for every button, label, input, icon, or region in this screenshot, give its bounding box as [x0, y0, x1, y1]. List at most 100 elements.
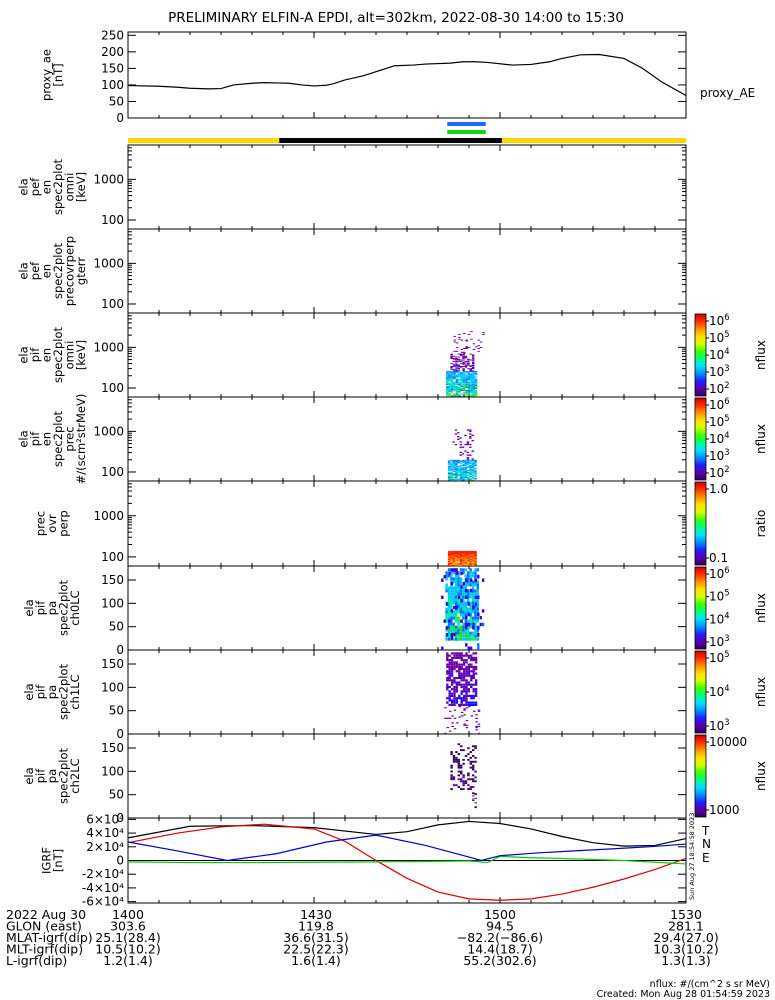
- spec-cell: [467, 358, 470, 360]
- spec-cell: [469, 552, 472, 554]
- y-tick-label: 50: [109, 94, 124, 108]
- spec-cell: [462, 631, 465, 635]
- spec-cell: [450, 613, 453, 617]
- y-tick-label: 100: [101, 213, 124, 227]
- spec-cell: [459, 471, 463, 473]
- spec-cell: [455, 560, 458, 561]
- spec-cell: [447, 560, 451, 562]
- spec-cell: [446, 394, 449, 396]
- spec-cell: [467, 477, 470, 479]
- spec-cell: [471, 561, 475, 563]
- spec-cell: [471, 557, 475, 559]
- spec-cell: [464, 561, 468, 563]
- spec-cell: [469, 555, 472, 557]
- spec-cell: [452, 553, 456, 555]
- spec-cell: [467, 577, 470, 581]
- ylabel-line: en: [39, 348, 53, 362]
- spec-cell: [450, 477, 453, 479]
- ylabel-line: ovr: [45, 514, 59, 533]
- spec-cell: [465, 720, 469, 722]
- spec-cell: [447, 568, 451, 572]
- spec-cell: [465, 384, 468, 386]
- spec-cell: [464, 443, 467, 446]
- spec-cell: [446, 688, 449, 691]
- spec-cell: [474, 701, 478, 704]
- spec-cell: [450, 389, 454, 391]
- spec-cell: [452, 459, 456, 461]
- spec-cell: [446, 670, 449, 673]
- spec-cell: [457, 601, 460, 605]
- colorbar-pif_pa_ch1: [694, 650, 707, 734]
- spec-cell: [450, 378, 454, 380]
- spec-cell: [449, 710, 452, 712]
- spec-cell: [460, 375, 463, 377]
- spec-cell: [460, 679, 463, 682]
- spec-cell: [472, 366, 475, 368]
- spec-cell: [462, 604, 465, 608]
- spec-cell: [457, 356, 460, 358]
- spec-cell: [471, 466, 475, 468]
- spec-cell: [451, 722, 454, 724]
- spec-cell: [472, 349, 476, 350]
- spec-cell: [470, 379, 473, 381]
- ephemeris-value: 1.3(1.3): [661, 953, 711, 968]
- spec-cell: [457, 564, 460, 566]
- spec-cell: [465, 339, 468, 341]
- spec-cell: [460, 385, 463, 387]
- spec-cell: [477, 575, 480, 579]
- spec-cell: [448, 373, 451, 375]
- spec-cell: [477, 710, 481, 712]
- spec-cell: [447, 555, 451, 557]
- igrf-line-E: [127, 855, 687, 865]
- spec-cell: [472, 389, 475, 391]
- spec-cell: [464, 476, 468, 478]
- spec-cell: [474, 395, 478, 397]
- spec-cell: [467, 646, 470, 650]
- spec-cell: [460, 374, 463, 376]
- spec-cell: [452, 622, 455, 626]
- spec-cell: [452, 558, 456, 560]
- spec-cell: [450, 764, 453, 767]
- spec-cell: [457, 571, 460, 575]
- spec-cell: [466, 429, 470, 431]
- spec-cell: [459, 568, 463, 572]
- spec-cell: [465, 674, 468, 677]
- spec-cell: [450, 586, 453, 590]
- spec-cell: [465, 681, 468, 684]
- spec-cell: [446, 378, 449, 380]
- spec-cell: [452, 613, 455, 617]
- spec-cell: [459, 554, 463, 556]
- spec-cell: [474, 679, 478, 682]
- spec-cell: [472, 354, 475, 356]
- spec-cell: [474, 393, 478, 395]
- spec-cell: [471, 465, 475, 467]
- spec-cell: [453, 335, 456, 337]
- spec-cell: [457, 774, 460, 777]
- spec-cell: [457, 583, 460, 587]
- spec-cell: [450, 574, 453, 578]
- spec-cell: [447, 477, 451, 479]
- spec-cell: [471, 560, 475, 561]
- spec-cell: [459, 469, 463, 471]
- spec-cell: [447, 462, 451, 464]
- spec-cell: [464, 464, 468, 466]
- spec-cell: [472, 676, 475, 680]
- spec-cell: [471, 464, 475, 466]
- spec-cell: [457, 760, 460, 763]
- spec-cell: [471, 564, 475, 566]
- spec-cell: [462, 377, 466, 379]
- spec-cell: [452, 460, 456, 462]
- pa-ch0-sparse: [441, 568, 485, 650]
- spec-cell: [452, 462, 456, 464]
- spec-cell: [453, 694, 456, 697]
- spec-cell: [470, 392, 473, 394]
- panel-frame-proxy_ae: [127, 31, 687, 119]
- spec-cell: [474, 690, 478, 693]
- spec-cell: [452, 464, 456, 466]
- spec-cell: [441, 578, 444, 582]
- spec-cell: [455, 586, 458, 590]
- panel-frame-pef_en_perp: [127, 228, 687, 314]
- spec-cell: [469, 557, 472, 559]
- spec-cell: [452, 554, 456, 556]
- spec-cell: [446, 371, 449, 373]
